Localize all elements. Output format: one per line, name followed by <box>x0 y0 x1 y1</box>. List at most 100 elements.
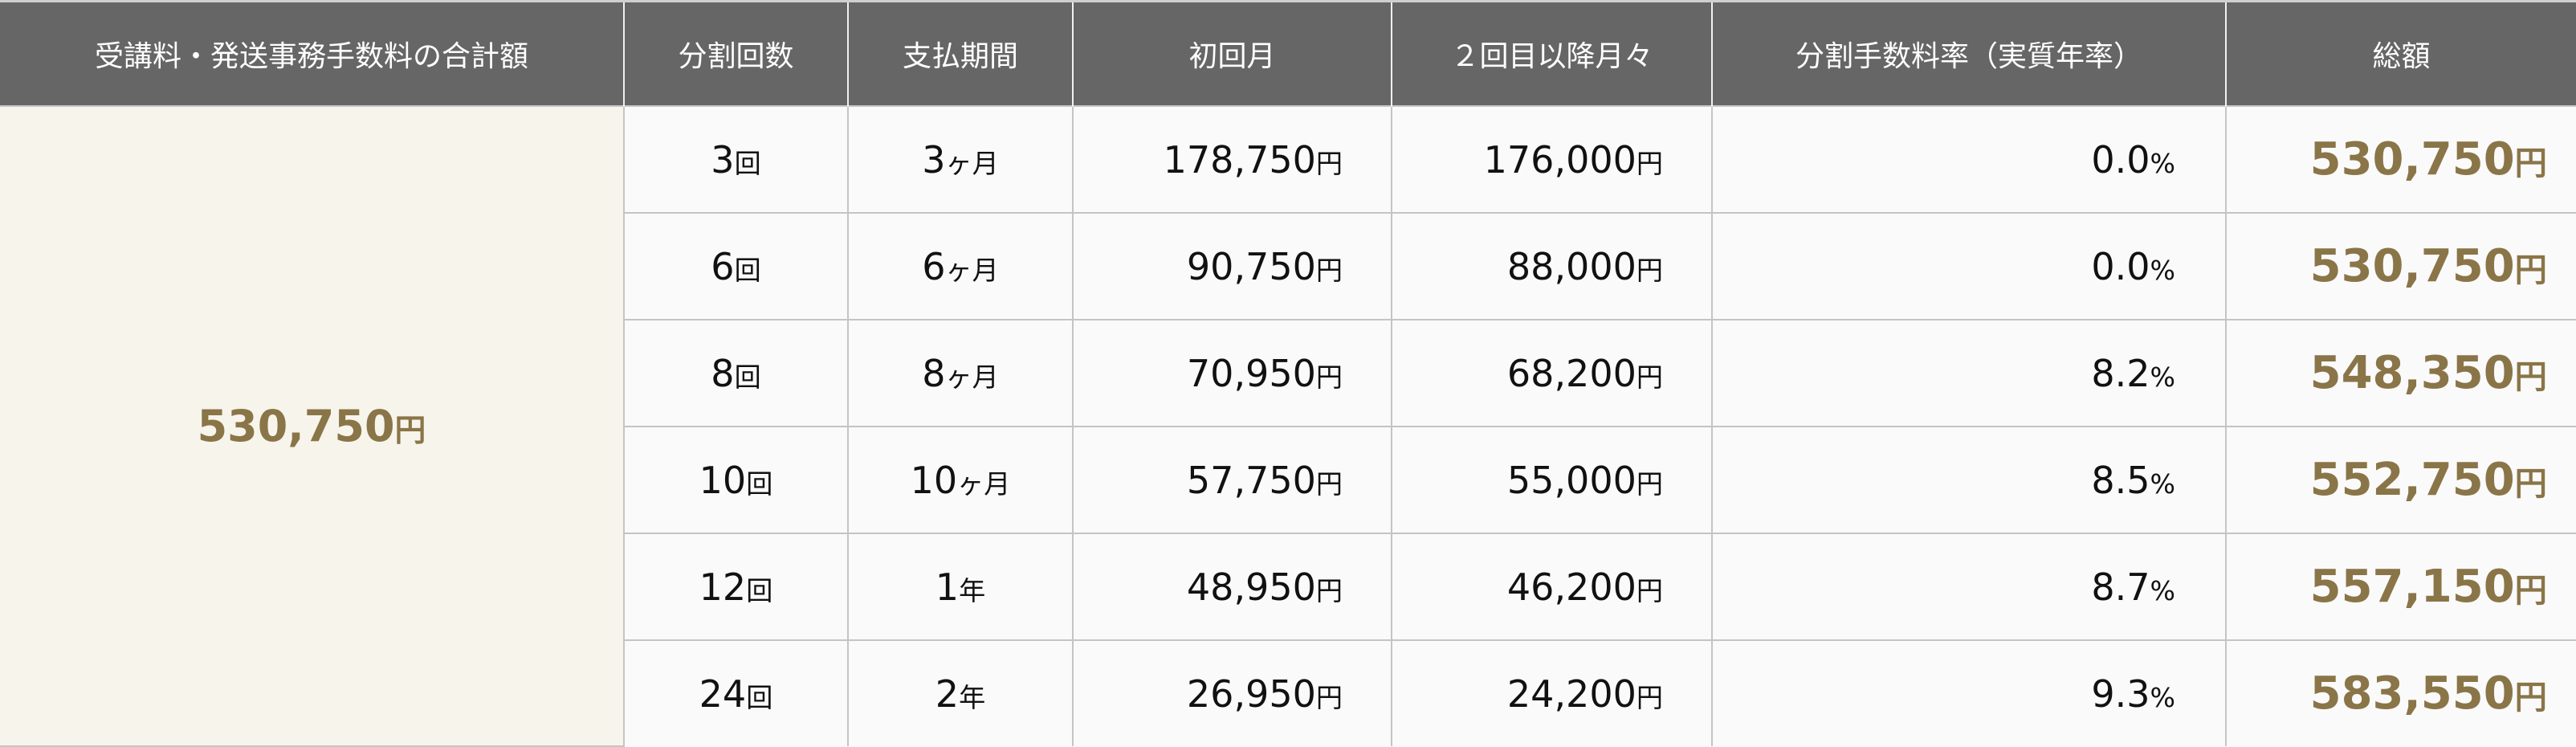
yen-unit: 円 <box>2514 251 2547 289</box>
fee-rate: 8.7 <box>2091 565 2150 609</box>
monthly-cell: 46,200円 <box>1391 533 1713 641</box>
percent-unit: % <box>2150 147 2175 179</box>
installment-count-cell: 6回 <box>623 212 849 320</box>
payment-period: 1 <box>935 565 960 609</box>
first-month-amount: 48,950 <box>1186 565 1316 609</box>
monthly-cell: 55,000円 <box>1391 426 1713 534</box>
payment-period-cell: 2年 <box>847 639 1074 746</box>
first-month-amount: 26,950 <box>1186 671 1316 716</box>
yen-unit: 円 <box>1315 681 1343 713</box>
monthly-amount: 55,000 <box>1506 458 1636 502</box>
first-month-cell: 57,750円 <box>1072 426 1392 534</box>
installment-count-cell: 8回 <box>623 319 849 427</box>
installment-count: 10 <box>699 458 747 502</box>
period-unit: ヶ月 <box>945 254 999 286</box>
payment-period: 8 <box>922 351 946 395</box>
yen-unit: 円 <box>1315 147 1343 179</box>
header-installments: 分割回数 <box>624 0 849 106</box>
yen-unit: 円 <box>1636 574 1663 606</box>
first-month-amount: 70,950 <box>1186 351 1316 395</box>
rate-cell: 9.3% <box>1711 639 2227 746</box>
total-amount: 557,150 <box>2309 561 2515 613</box>
installment-count-cell: 3回 <box>623 105 849 214</box>
total-cell: 552,750円 <box>2225 426 2576 534</box>
yen-unit: 円 <box>1636 681 1663 713</box>
monthly-amount: 68,200 <box>1506 351 1636 395</box>
installment-count: 6 <box>711 244 735 288</box>
combined-total-value: 530,750 <box>197 401 395 451</box>
yen-unit: 円 <box>1636 361 1663 393</box>
payment-period: 10 <box>910 458 958 502</box>
count-unit: 回 <box>734 361 761 393</box>
total-cell: 530,750円 <box>2225 212 2576 320</box>
yen-unit: 円 <box>1636 147 1663 179</box>
payment-period-cell: 6ヶ月 <box>847 212 1074 320</box>
fee-rate: 9.3 <box>2091 671 2150 716</box>
period-unit: ヶ月 <box>945 147 999 179</box>
monthly-amount: 24,200 <box>1506 671 1636 716</box>
monthly-cell: 68,200円 <box>1391 319 1713 427</box>
total-cell: 583,550円 <box>2225 639 2576 746</box>
table-row: 530,750円 3回 3ヶ月 178,750円 176,000円 0.0% 530,750… <box>0 105 2576 747</box>
payment-period-cell: 8ヶ月 <box>847 319 1074 427</box>
period-unit: ヶ月 <box>957 467 1011 500</box>
fee-rate: 0.0 <box>2091 137 2150 182</box>
first-month-amount: 57,750 <box>1186 458 1316 502</box>
yen-unit: 円 <box>1636 254 1663 286</box>
first-month-cell: 48,950円 <box>1072 533 1392 641</box>
first-month-amount: 90,750 <box>1186 244 1316 288</box>
payment-period-cell: 10ヶ月 <box>847 426 1074 534</box>
monthly-amount: 88,000 <box>1506 244 1636 288</box>
header-first-month: 初回月 <box>1073 0 1392 106</box>
yen-unit: 円 <box>1315 254 1343 286</box>
period-unit: 年 <box>959 574 986 606</box>
monthly-amount: 46,200 <box>1506 565 1636 609</box>
first-month-cell: 70,950円 <box>1072 319 1392 427</box>
percent-unit: % <box>2150 574 2175 606</box>
percent-unit: % <box>2150 361 2175 393</box>
monthly-amount: 176,000 <box>1483 137 1636 182</box>
combined-total-cell: 530,750円 <box>0 105 625 747</box>
total-amount: 548,350 <box>2309 347 2515 399</box>
payment-period: 6 <box>922 244 946 288</box>
count-unit: 回 <box>734 254 761 286</box>
payment-period: 2 <box>935 671 960 716</box>
count-unit: 回 <box>734 147 761 179</box>
installment-count: 3 <box>711 137 735 182</box>
percent-unit: % <box>2150 681 2175 713</box>
rate-cell: 8.2% <box>1711 319 2227 427</box>
total-amount: 530,750 <box>2309 240 2515 292</box>
total-cell: 530,750円 <box>2225 105 2576 214</box>
installment-count-cell: 24回 <box>623 639 849 746</box>
rate-cell: 8.5% <box>1711 426 2227 534</box>
fee-rate: 8.2 <box>2091 351 2150 395</box>
rate-cell: 8.7% <box>1711 533 2227 641</box>
fee-rate: 8.5 <box>2091 458 2150 502</box>
installment-count-cell: 12回 <box>623 533 849 641</box>
monthly-cell: 24,200円 <box>1391 639 1713 746</box>
installment-count: 12 <box>699 565 747 609</box>
header-period: 支払期間 <box>848 0 1074 106</box>
table-row: 24回 2年 26,950円 24,200円 9.3% 583,550円 <box>0 639 2576 746</box>
installment-count: 8 <box>711 351 735 395</box>
yen-unit: 円 <box>1315 361 1343 393</box>
rate-cell: 0.0% <box>1711 105 2227 214</box>
count-unit: 回 <box>746 467 773 500</box>
table-row: 12回 1年 48,950円 46,200円 8.7% 557,150円 <box>0 533 2576 641</box>
yen-unit: 円 <box>2514 358 2547 396</box>
fee-rate: 0.0 <box>2091 244 2150 288</box>
header-total: 総額 <box>2226 0 2576 106</box>
payment-period-cell: 3ヶ月 <box>847 105 1074 214</box>
total-amount: 583,550 <box>2309 667 2515 720</box>
first-month-cell: 178,750円 <box>1072 105 1392 214</box>
yen-unit: 円 <box>2514 465 2547 503</box>
first-month-cell: 26,950円 <box>1072 639 1392 746</box>
monthly-cell: 176,000円 <box>1391 105 1713 214</box>
period-unit: 年 <box>959 681 986 713</box>
total-cell: 548,350円 <box>2225 319 2576 427</box>
percent-unit: % <box>2150 254 2175 286</box>
installment-count-cell: 10回 <box>623 426 849 534</box>
total-cell: 557,150円 <box>2225 533 2576 641</box>
percent-unit: % <box>2150 467 2175 500</box>
